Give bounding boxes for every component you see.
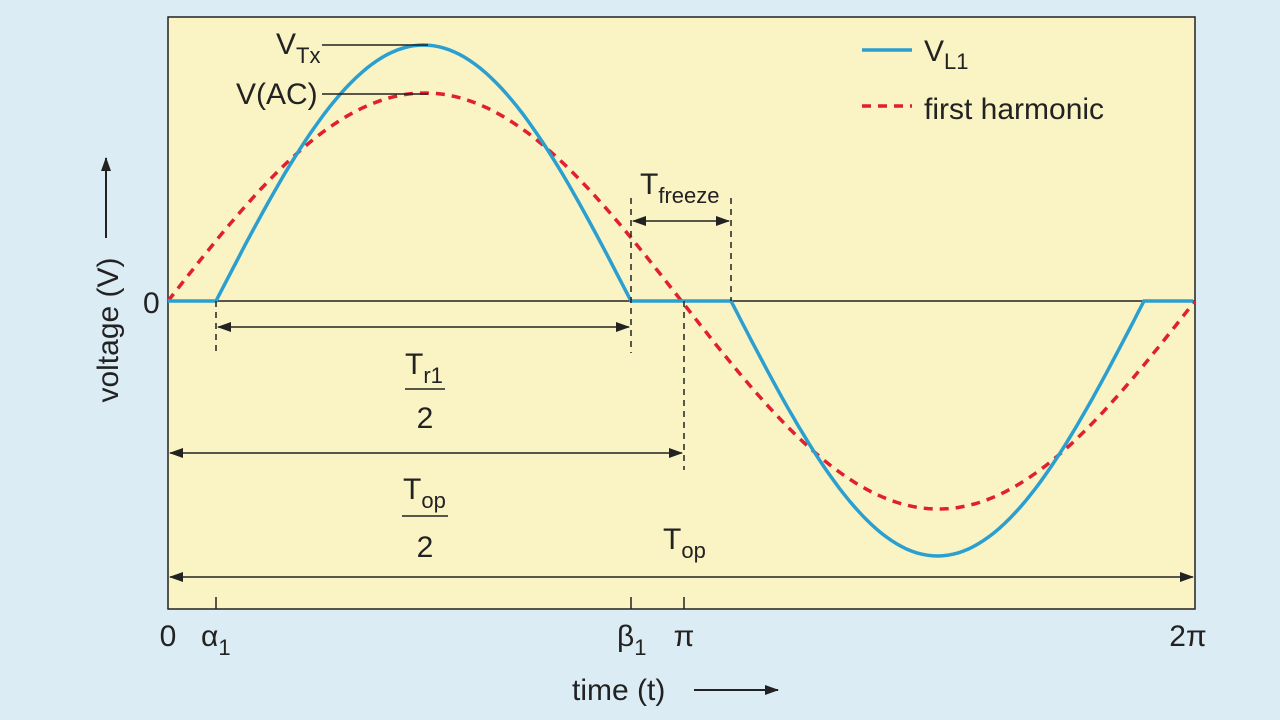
x-tick-beta: β1 <box>617 620 647 660</box>
y-axis-label: voltage (V) <box>92 257 125 402</box>
tr1-denominator: 2 <box>417 402 434 435</box>
legend-harmonic-label: first harmonic <box>924 93 1104 126</box>
vtx-label: VTx <box>276 28 320 68</box>
x-tick-two-pi: 2π <box>1169 620 1206 653</box>
top-half-numerator: Top <box>403 473 446 513</box>
x-tick-zero: 0 <box>160 620 177 653</box>
legend-vl1-label: VL1 <box>924 35 969 74</box>
y-zero-label: 0 <box>143 287 160 320</box>
top-half-denominator: 2 <box>417 531 434 564</box>
x-axis-label: time (t) <box>572 674 665 707</box>
x-tick-pi: π <box>674 620 695 653</box>
plot-area <box>167 16 1196 610</box>
x-tick-alpha: α1 <box>201 620 231 660</box>
vac-label: V(AC) <box>236 78 318 111</box>
tr1-numerator: Tr1 <box>405 348 443 388</box>
top-label: Top <box>663 523 706 563</box>
vl1-curve <box>168 43 1193 558</box>
tfreeze-label: Tfreeze <box>640 168 719 208</box>
